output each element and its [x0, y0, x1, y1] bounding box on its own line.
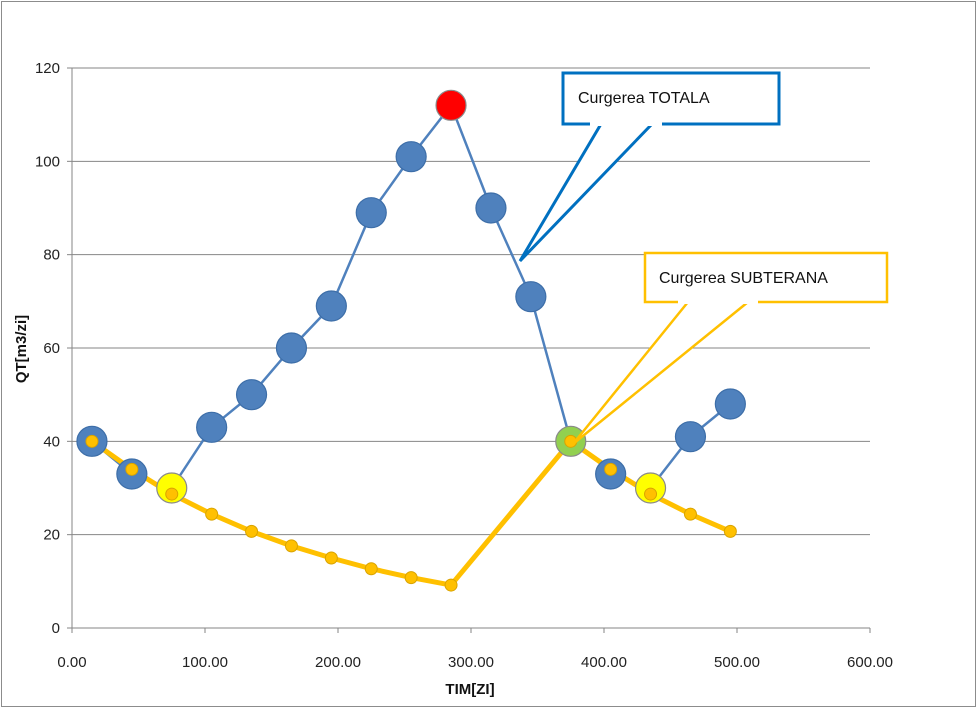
series-points [77, 90, 745, 591]
subsurface-flow-point [365, 563, 377, 575]
callout-total-flow: Curgerea TOTALA [520, 73, 779, 261]
chart-svg: 0 20 40 60 80 100 120 0.00 100.00 200.00 300.00 40… [0, 0, 979, 710]
y-tick-label: 40 [43, 433, 60, 450]
x-tick-label: 100.00 [182, 654, 228, 671]
total-flow-point [316, 291, 346, 321]
subsurface-flow-point [684, 508, 696, 520]
subsurface-flow-point [605, 463, 617, 475]
total-flow-point [276, 333, 306, 363]
total-flow-point [356, 198, 386, 228]
subsurface-flow-point [445, 579, 457, 591]
subsurface-flow-point [285, 540, 297, 552]
subsurface-flow-point [645, 488, 657, 500]
subsurface-flow-point [325, 552, 337, 564]
y-tick-labels: 0 20 40 60 80 100 120 [35, 60, 60, 637]
x-tick-label: 0.00 [57, 654, 86, 671]
x-tick-label: 200.00 [315, 654, 361, 671]
total-flow-point [237, 380, 267, 410]
subsurface-flow-point [86, 435, 98, 447]
subsurface-flow-point [724, 525, 736, 537]
y-tick-label: 60 [43, 340, 60, 357]
callout-total-flow-text: Curgerea TOTALA [578, 90, 710, 107]
total-flow-line [172, 105, 571, 488]
callout-total-flow-pointer [520, 124, 652, 261]
total-flow-point [715, 389, 745, 419]
subsurface-flow-point [166, 488, 178, 500]
x-tick-label: 400.00 [581, 654, 627, 671]
x-tick-label: 600.00 [847, 654, 893, 671]
total-flow-point [197, 412, 227, 442]
total-flow-point [396, 142, 426, 172]
y-tick-label: 0 [52, 620, 60, 637]
total-flow-point [516, 282, 546, 312]
y-tick-label: 100 [35, 153, 60, 170]
total-flow-point [675, 422, 705, 452]
callout-subsurface-flow-pointer [573, 302, 748, 444]
x-tick-label: 300.00 [448, 654, 494, 671]
y-axis-title: QT[m3/zi] [13, 315, 30, 383]
x-axis-title: TIM[ZI] [445, 681, 494, 698]
total-flow-point [436, 90, 466, 120]
subsurface-flow-point [126, 463, 138, 475]
subsurface-flow-point [405, 572, 417, 584]
subsurface-flow-point [206, 508, 218, 520]
series-lines [92, 105, 730, 585]
total-flow-point [476, 193, 506, 223]
subsurface-flow-point [246, 525, 258, 537]
y-tick-label: 80 [43, 247, 60, 264]
x-tick-labels: 0.00 100.00 200.00 300.00 400.00 500.00 600.00 [57, 654, 893, 671]
callout-subsurface-flow-text: Curgerea SUBTERANA [659, 270, 828, 287]
x-tick-label: 500.00 [714, 654, 760, 671]
y-tick-label: 120 [35, 60, 60, 77]
y-tick-label: 20 [43, 527, 60, 544]
